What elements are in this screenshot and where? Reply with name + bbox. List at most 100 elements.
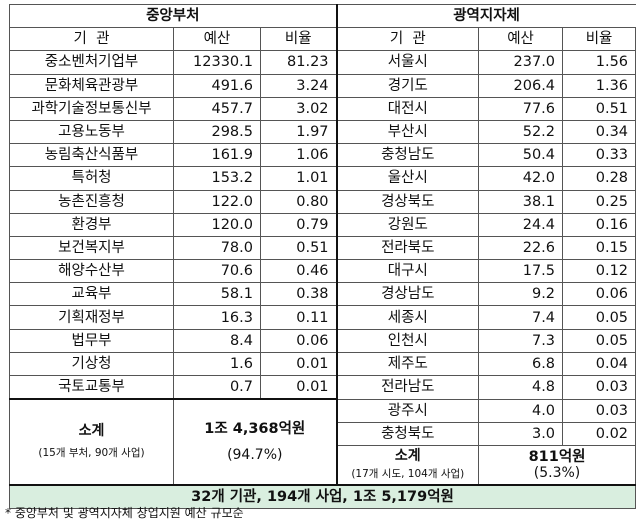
central-ratio: 1.01 xyxy=(259,166,338,191)
central-budget: 70.6 xyxy=(173,259,261,284)
regional-ratio: 0.06 xyxy=(562,282,637,307)
central-ratio: 0.01 xyxy=(259,351,338,377)
table-row: 기상청 1.6 0.01 제주도 6.8 0.04 xyxy=(9,351,637,377)
central-subtotal-note: (15개 부처, 90개 사업) xyxy=(38,447,145,460)
central-subtotal: 소계 (15개 부처, 90개 사업) xyxy=(9,398,174,486)
central-budget: 491.6 xyxy=(173,73,261,98)
regional-ratio: 0.03 xyxy=(562,398,637,423)
central-ratio: 3.24 xyxy=(259,73,338,98)
regional-agency: 세종시 xyxy=(335,305,480,330)
regional-ratio: 0.16 xyxy=(562,212,637,237)
central-ratio: 1.06 xyxy=(259,143,338,168)
central-budget: 16.3 xyxy=(173,305,261,330)
regional-ratio: 0.02 xyxy=(562,421,637,447)
central-ratio: 0.79 xyxy=(259,212,338,237)
regional-budget: 206.4 xyxy=(478,73,564,98)
regional-ratio: 0.03 xyxy=(562,375,637,400)
regional-agency: 강원도 xyxy=(335,212,480,237)
regional-ratio: 1.56 xyxy=(562,50,637,75)
regional-ratio: 0.05 xyxy=(562,305,637,330)
table-row: 기획재정부 16.3 0.11 세종시 7.4 0.05 xyxy=(9,305,637,330)
regional-budget: 42.0 xyxy=(478,166,564,191)
regional-agency: 대전시 xyxy=(335,96,480,121)
regional-ratio: 0.28 xyxy=(562,166,637,191)
central-subtotal-label: 소계 xyxy=(78,423,105,440)
regional-subtotal: 소계 (17개 시도, 104개 사업) xyxy=(335,445,480,486)
central-budget: 153.2 xyxy=(173,166,261,191)
table-row: 충청북도 3.0 0.02 xyxy=(10,421,637,447)
regional-budget: 17.5 xyxy=(478,259,564,284)
regional-budget: 52.2 xyxy=(478,119,564,145)
regional-col-ratio: 비율 xyxy=(562,27,637,52)
central-ratio: 3.02 xyxy=(259,96,338,121)
regional-subtotal-pct: (5.3%) xyxy=(533,465,581,482)
table-row: 법무부 8.4 0.06 인천시 7.3 0.05 xyxy=(9,328,637,353)
regional-budget: 3.0 xyxy=(478,421,564,447)
table-row: 농촌진흥청 122.0 0.80 경상북도 38.1 0.25 xyxy=(9,189,637,214)
regional-budget: 4.8 xyxy=(478,375,564,400)
total-row: 32개 기관, 194개 사업, 1조 5,179억원 xyxy=(8,484,637,510)
table-row: 문화체육관광부 491.6 3.24 경기도 206.4 1.36 xyxy=(9,73,637,98)
central-budget: 0.7 xyxy=(173,375,261,400)
regional-ratio: 0.12 xyxy=(562,259,637,284)
central-agency: 보건복지부 xyxy=(9,235,174,261)
central-ratio: 0.06 xyxy=(259,328,338,353)
footnote: * 중앙부처 및 광역지자체 창업지원 예산 규모순 xyxy=(5,506,244,520)
regional-budget: 22.6 xyxy=(478,235,564,261)
regional-budget: 6.8 xyxy=(478,351,564,377)
regional-budget: 7.3 xyxy=(478,328,564,353)
regional-agency: 부산시 xyxy=(335,119,480,145)
central-agency: 국토교통부 xyxy=(9,375,174,400)
regional-budget: 237.0 xyxy=(478,50,564,75)
central-subtotal-pct: (94.7%) xyxy=(227,447,283,464)
regional-agency: 대구시 xyxy=(335,259,480,284)
central-col-agency: 기 관 xyxy=(9,27,174,52)
table-row: 환경부 120.0 0.79 강원도 24.4 0.16 xyxy=(9,212,637,237)
regional-budget: 77.6 xyxy=(478,96,564,121)
central-budget: 8.4 xyxy=(173,328,261,353)
central-agency: 기상청 xyxy=(9,351,174,377)
central-ratio: 0.01 xyxy=(259,375,338,400)
regional-agency: 서울시 xyxy=(335,50,480,75)
regional-col-budget: 예산 xyxy=(478,27,564,52)
central-agency: 문화체육관광부 xyxy=(9,73,174,98)
central-agency: 특허청 xyxy=(9,166,174,191)
regional-agency: 충청남도 xyxy=(335,143,480,168)
regional-agency: 인천시 xyxy=(335,328,480,353)
central-agency: 고용노동부 xyxy=(9,119,174,145)
table-row: 과학기술정보통신부 457.7 3.02 대전시 77.6 0.51 xyxy=(9,96,637,121)
central-budget: 122.0 xyxy=(173,189,261,214)
regional-ratio: 0.05 xyxy=(562,328,637,353)
grand-total: 32개 기관, 194개 사업, 1조 5,179억원 xyxy=(8,484,637,510)
regional-agency: 제주도 xyxy=(335,351,480,377)
central-col-ratio: 비율 xyxy=(259,27,338,52)
regional-ratio: 0.04 xyxy=(562,351,637,377)
central-ratio: 1.97 xyxy=(259,119,338,145)
regional-subtotal-label: 소계 xyxy=(394,448,421,465)
central-subtotal-value: 1조 4,368억원 xyxy=(204,421,306,438)
table-row: 국토교통부 0.7 0.01 전라남도 4.8 0.03 xyxy=(9,375,637,400)
central-agency: 환경부 xyxy=(9,212,174,237)
regional-ratio: 1.36 xyxy=(562,73,637,98)
central-agency: 중소벤처기업부 xyxy=(9,50,174,75)
central-ratio: 81.23 xyxy=(259,50,338,75)
central-agency: 농림축산식품부 xyxy=(9,143,174,168)
central-budget: 457.7 xyxy=(173,96,261,121)
regional-ratio: 0.34 xyxy=(562,119,637,145)
central-agency: 법무부 xyxy=(9,328,174,353)
table-row: 농림축산식품부 161.9 1.06 충청남도 50.4 0.33 xyxy=(9,143,637,168)
regional-agency: 울산시 xyxy=(335,166,480,191)
central-ratio: 0.46 xyxy=(259,259,338,284)
regional-agency: 전라북도 xyxy=(335,235,480,261)
table-row: 중소벤처기업부 12330.1 81.23 서울시 237.0 1.56 xyxy=(9,50,637,75)
regional-budget: 50.4 xyxy=(478,143,564,168)
regional-agency: 경상북도 xyxy=(335,189,480,214)
central-agency: 교육부 xyxy=(9,282,174,307)
central-agency: 기획재정부 xyxy=(9,305,174,330)
regional-subtotal-amount: 811억원 (5.3%) xyxy=(478,445,637,486)
table-row: 고용노동부 298.5 1.97 부산시 52.2 0.34 xyxy=(9,119,637,145)
regional-agency: 경상남도 xyxy=(335,282,480,307)
central-budget: 120.0 xyxy=(173,212,261,237)
central-ratio: 0.51 xyxy=(259,235,338,261)
regional-title: 광역지자체 xyxy=(336,3,636,29)
